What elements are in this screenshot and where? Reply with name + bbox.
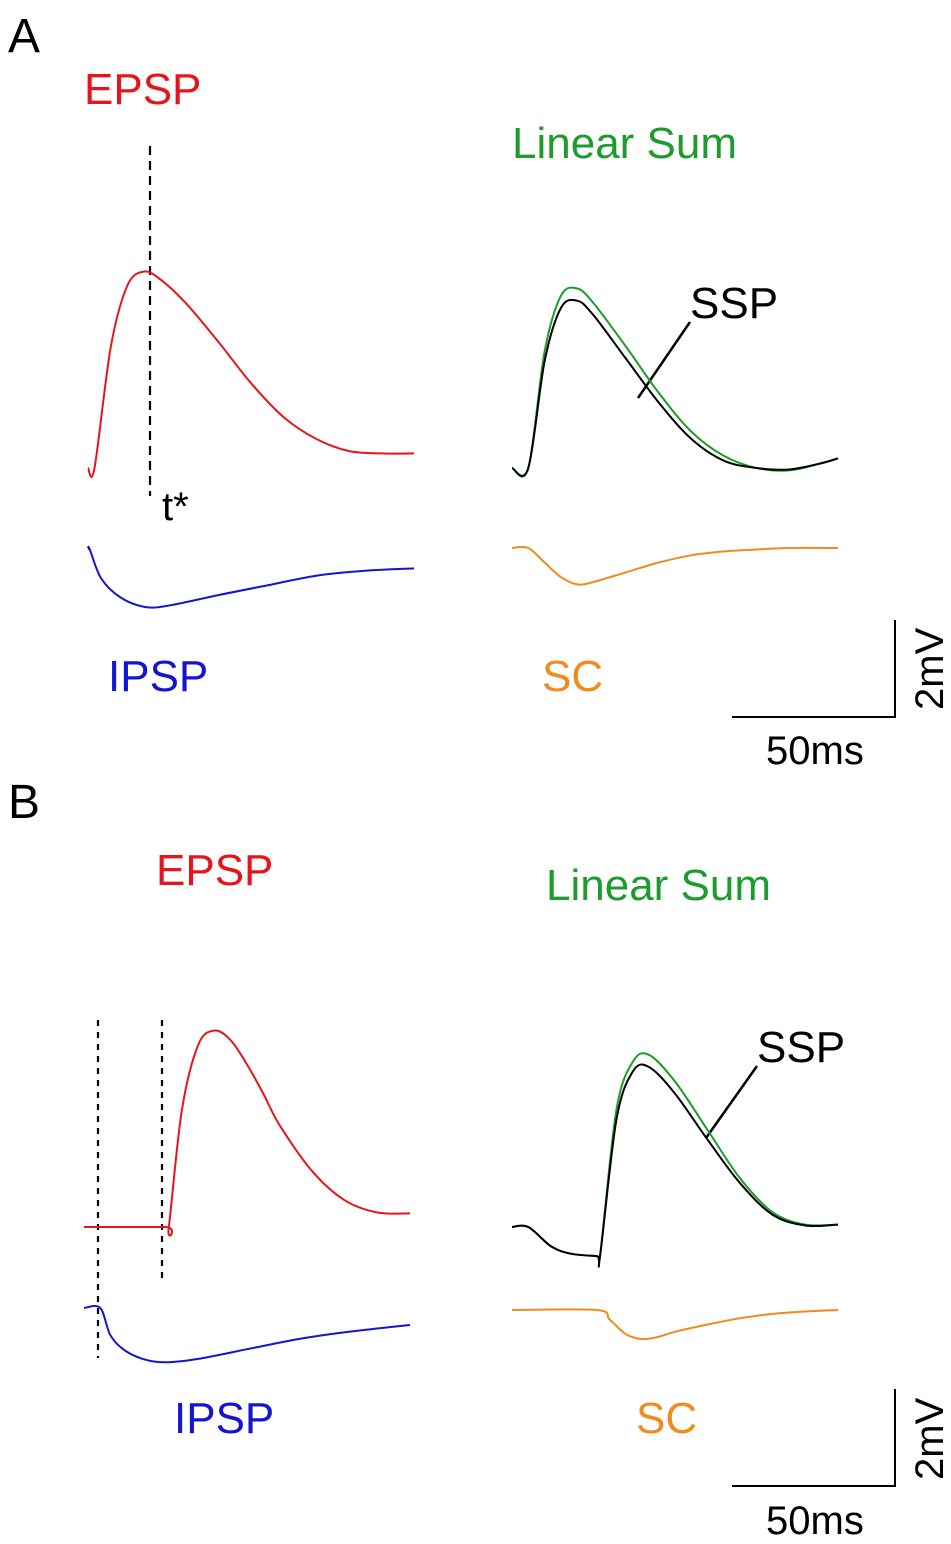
scalebar-a — [732, 620, 896, 718]
ssp-label-a: SSP — [690, 279, 778, 328]
panel-letter-b: B — [8, 776, 40, 829]
ssp-trace-a — [511, 298, 839, 477]
sc-trace-b — [511, 1308, 839, 1341]
ipsp-label-a: IPSP — [108, 652, 208, 701]
epsp-trace-b — [83, 1029, 411, 1237]
ssp-trace-b — [511, 1063, 839, 1268]
linear-sum-label-a: Linear Sum — [512, 119, 737, 168]
epsp-trace-a — [87, 270, 415, 478]
linear-sum-trace-a — [511, 286, 839, 478]
panel-b: B EPSP IPSP Linear Sum SSP SC 50ms 2mV — [8, 776, 951, 1543]
scalebar-voltage-label-b: 2mV — [908, 1397, 951, 1480]
scalebar-voltage-label-a: 2mV — [908, 627, 951, 710]
sc-trace-a — [511, 545, 839, 586]
t-star-label: t* — [162, 485, 189, 529]
scalebar-time-label-a: 50ms — [766, 729, 864, 773]
ssp-pointer-b — [704, 1065, 759, 1139]
linear-sum-trace-b — [511, 1052, 839, 1268]
linear-sum-label-b: Linear Sum — [546, 861, 771, 910]
epsp-label-b: EPSP — [156, 846, 273, 895]
epsp-label-a: EPSP — [84, 65, 201, 114]
scalebar-time-label-b: 50ms — [766, 1499, 864, 1543]
panel-a: A EPSP IPSP Linear Sum SSP SC t* 50ms 2m… — [8, 10, 951, 773]
sc-label-b: SC — [636, 1394, 697, 1443]
ipsp-trace-a — [87, 545, 415, 609]
panel-letter-a: A — [8, 10, 40, 63]
ipsp-trace-b — [83, 1305, 411, 1364]
ssp-label-b: SSP — [757, 1023, 845, 1072]
ipsp-label-b: IPSP — [174, 1394, 274, 1443]
scalebar-b — [732, 1389, 896, 1487]
sc-label-a: SC — [542, 652, 603, 701]
